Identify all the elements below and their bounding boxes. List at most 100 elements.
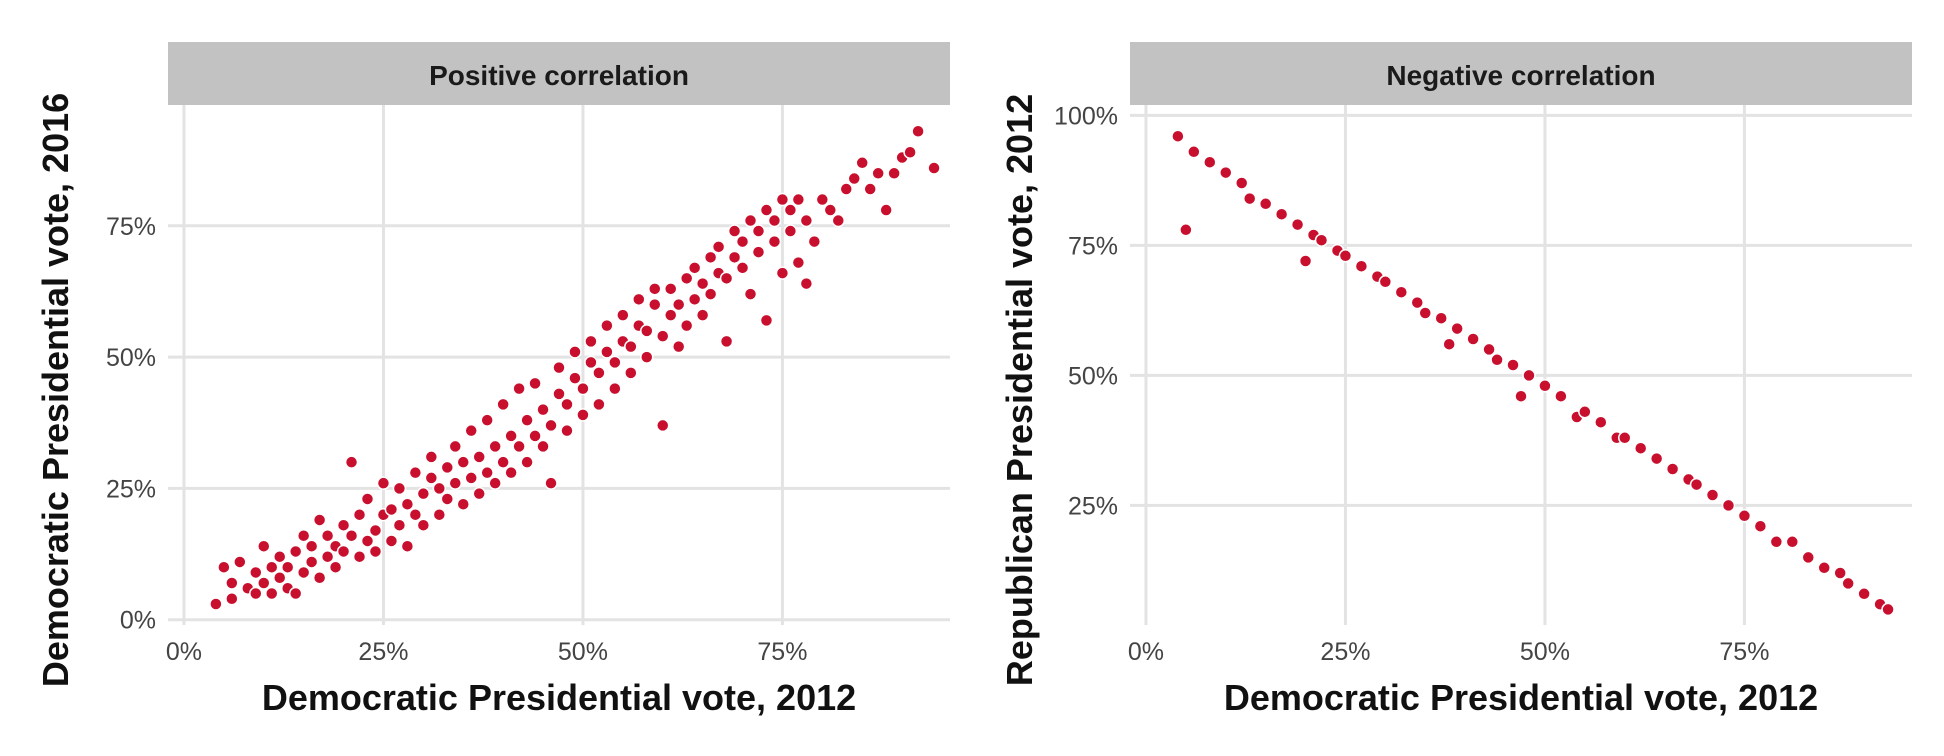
data-point: [1482, 342, 1496, 357]
data-point: [536, 402, 550, 417]
data-point: [264, 560, 279, 574]
data-point: [296, 528, 311, 543]
data-point: [887, 166, 901, 181]
data-point: [336, 544, 351, 559]
data-point: [592, 397, 606, 412]
data-point: [264, 586, 279, 601]
data-point: [448, 476, 463, 490]
data-point: [791, 255, 806, 270]
data-point: [1881, 602, 1895, 617]
points-1: [1171, 129, 1895, 617]
data-point: [432, 507, 447, 522]
data-point: [528, 376, 542, 391]
data-point: [1378, 275, 1393, 289]
data-point: [456, 497, 470, 511]
grid-1: [1130, 105, 1912, 625]
data-point: [703, 287, 718, 301]
data-point: [1737, 509, 1752, 523]
x-tick-label: 75%: [1719, 638, 1769, 666]
data-point: [1785, 535, 1800, 549]
data-point: [632, 292, 646, 307]
data-point: [456, 455, 470, 469]
data-point: [536, 439, 550, 454]
data-point: [1179, 223, 1193, 237]
data-point: [512, 439, 526, 454]
data-point: [1841, 576, 1855, 591]
data-point: [344, 528, 359, 543]
data-point: [600, 345, 614, 359]
data-point: [1203, 155, 1217, 169]
data-point: [815, 192, 830, 207]
data-point: [1234, 176, 1249, 190]
data-point: [304, 539, 319, 553]
data-point: [344, 455, 359, 469]
data-point: [871, 166, 885, 181]
data-point: [911, 124, 925, 139]
data-point: [727, 250, 742, 265]
data-point: [217, 560, 231, 574]
data-point: [640, 324, 654, 338]
data-point: [416, 518, 431, 532]
data-point: [855, 156, 869, 170]
data-point: [648, 297, 662, 312]
data-point: [679, 318, 694, 333]
data-point: [376, 476, 391, 490]
data-point: [799, 276, 814, 291]
data-point: [879, 203, 893, 217]
y-axis-title-0: Democratic Presidential vote, 2016: [35, 93, 76, 687]
data-point: [1594, 415, 1608, 429]
data-point: [1242, 191, 1257, 206]
data-point: [927, 161, 941, 175]
data-point: [304, 555, 319, 569]
x-tick-label: 0%: [1128, 638, 1164, 666]
data-point: [1538, 379, 1552, 393]
data-point: [424, 450, 439, 464]
x-axis-title-0: Democratic Presidential vote, 2012: [262, 677, 856, 718]
facet-strip-0: [168, 42, 950, 105]
data-point: [775, 266, 790, 280]
data-point: [616, 308, 630, 322]
data-point: [552, 360, 566, 375]
data-point: [1633, 441, 1648, 455]
data-point: [1721, 498, 1736, 513]
data-point: [719, 271, 734, 286]
data-point: [1338, 249, 1353, 263]
data-point: [1354, 259, 1369, 273]
data-point: [1490, 353, 1504, 367]
data-point: [328, 560, 343, 574]
data-point: [312, 513, 327, 527]
data-point: [584, 334, 598, 349]
data-point: [1442, 337, 1456, 351]
data-point: [592, 366, 606, 380]
data-point: [488, 476, 502, 490]
data-point: [312, 570, 327, 585]
data-point: [1833, 566, 1847, 580]
data-point: [783, 203, 798, 217]
data-point: [703, 250, 718, 265]
data-point: [448, 439, 463, 454]
x-tick-label: 75%: [757, 638, 807, 666]
data-point: [488, 439, 502, 454]
data-point: [608, 381, 622, 396]
data-point: [416, 486, 431, 501]
data-point: [743, 287, 758, 301]
data-point: [496, 455, 510, 469]
data-point: [640, 350, 654, 364]
data-point: [1817, 561, 1831, 575]
data-point: [783, 224, 798, 238]
data-point: [759, 203, 774, 217]
data-point: [544, 476, 558, 490]
data-point: [1314, 233, 1329, 247]
data-point: [1769, 535, 1784, 549]
data-point: [671, 339, 686, 354]
data-point: [520, 413, 534, 427]
data-point: [1274, 207, 1289, 221]
data-point: [695, 308, 710, 322]
data-point: [799, 213, 814, 228]
data-point: [568, 371, 582, 385]
y-axis-title-1: Republican Presidential vote, 2012: [999, 94, 1040, 686]
x-tick-labels-1: 0% 25% 50% 75%: [1128, 638, 1770, 666]
data-point: [1219, 165, 1233, 180]
x-axis-title-1: Democratic Presidential vote, 2012: [1224, 677, 1818, 718]
x-tick-label: 50%: [558, 638, 608, 666]
